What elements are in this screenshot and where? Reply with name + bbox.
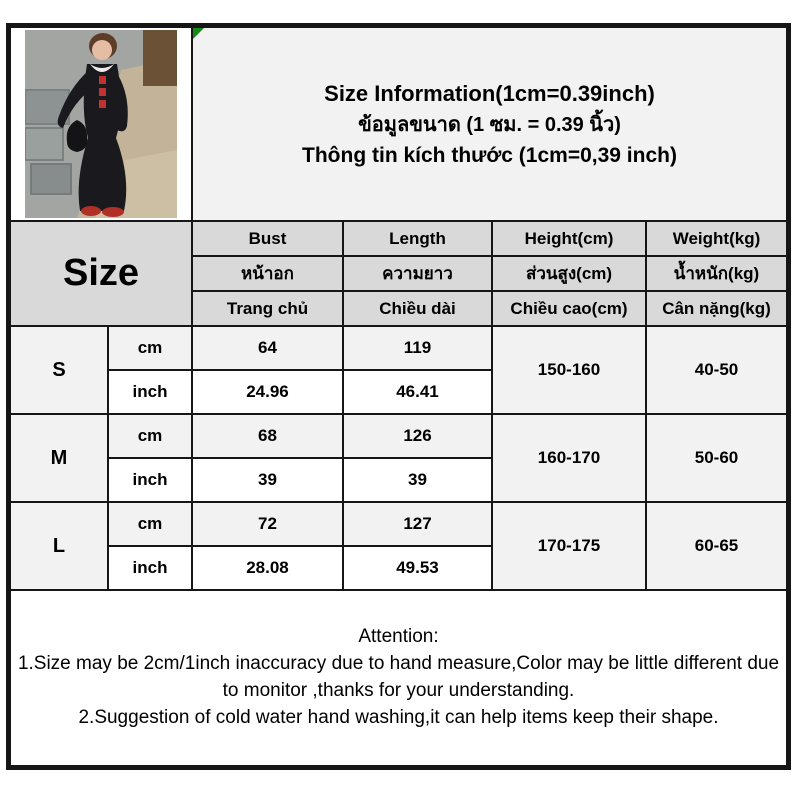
size-cell-l: L [9, 501, 109, 591]
l-bust-inch: 28.08 [191, 545, 344, 591]
l-length-inch: 49.53 [342, 545, 493, 591]
title-vietnamese: Thông tin kích thước (1cm=0,39 inch) [302, 143, 677, 167]
m-length-cm: 126 [342, 413, 493, 459]
s-length-inch: 46.41 [342, 369, 493, 415]
unit-label-cm: cm [107, 325, 193, 371]
header-weight-vi: Cân nặng(kg) [645, 290, 788, 327]
attention-line-1: 1.Size may be 2cm/1inch inaccuracy due t… [17, 653, 780, 701]
header-height-th: ส่วนสูง(cm) [491, 255, 647, 292]
header-height-en: Height(cm) [491, 220, 647, 257]
l-height-range: 170-175 [491, 501, 647, 591]
product-photo-cell [9, 26, 193, 222]
attention-notes: Attention: 1.Size may be 2cm/1inch inacc… [9, 589, 788, 767]
unit-label-inch: inch [107, 369, 193, 415]
table-row-l-cm: L cm 72 127 170-175 60-65 [9, 501, 788, 591]
l-weight-range: 60-65 [645, 501, 788, 591]
header-length-vi: Chiều dài [342, 290, 493, 327]
m-weight-range: 50-60 [645, 413, 788, 503]
m-bust-inch: 39 [191, 457, 344, 503]
header-height-vi: Chiều cao(cm) [491, 290, 647, 327]
m-height-range: 160-170 [491, 413, 647, 503]
title-english: Size Information(1cm=0.39inch) [324, 80, 655, 106]
m-bust-cm: 68 [191, 413, 344, 459]
s-weight-range: 40-50 [645, 325, 788, 415]
title-cell: Size Information(1cm=0.39inch) ข้อมูลขนา… [191, 26, 788, 222]
table-row-l-inch: inch 28.08 49.53 [10, 545, 787, 591]
s-bust-inch: 24.96 [191, 369, 344, 415]
unit-label-cm: cm [107, 501, 193, 547]
cell-corner-marker-icon [194, 29, 204, 39]
table-row-m-inch: inch 39 39 [10, 457, 787, 503]
product-photo [25, 30, 177, 218]
header-weight-en: Weight(kg) [645, 220, 788, 257]
header-length-en: Length [342, 220, 493, 257]
unit-label-inch: inch [107, 545, 193, 591]
s-bust-cm: 64 [191, 325, 344, 371]
header-bust-en: Bust [191, 220, 344, 257]
l-length-cm: 127 [342, 501, 493, 547]
l-bust-cm: 72 [191, 501, 344, 547]
unit-label-inch: inch [107, 457, 193, 503]
size-chart-sheet: Size Information(1cm=0.39inch) ข้อมูลขนา… [6, 23, 791, 770]
size-table: Size Information(1cm=0.39inch) ข้อมูลขนา… [9, 26, 788, 767]
title-thai: ข้อมูลขนาด (1 ซม. = 0.39 นิ้ว) [358, 113, 621, 136]
size-cell-s: S [9, 325, 109, 415]
header-weight-th: น้ำหนัก(kg) [645, 255, 788, 292]
attention-line-2: 2.Suggestion of cold water hand washing,… [78, 706, 719, 728]
s-height-range: 150-160 [491, 325, 647, 415]
size-cell-m: M [9, 413, 109, 503]
attention-heading: Attention: [358, 626, 439, 648]
s-length-cm: 119 [342, 325, 493, 371]
header-length-th: ความยาว [342, 255, 493, 292]
unit-label-cm: cm [107, 413, 193, 459]
table-row-s-cm: S cm 64 119 150-160 40-50 [9, 325, 788, 415]
size-header-label: Size [9, 220, 193, 327]
header-bust-th: หน้าอก [191, 255, 344, 292]
table-row-s-inch: inch 24.96 46.41 [10, 369, 787, 415]
header-bust-vi: Trang chủ [191, 290, 344, 327]
m-length-inch: 39 [342, 457, 493, 503]
table-row-m-cm: M cm 68 126 160-170 50-60 [9, 413, 788, 503]
